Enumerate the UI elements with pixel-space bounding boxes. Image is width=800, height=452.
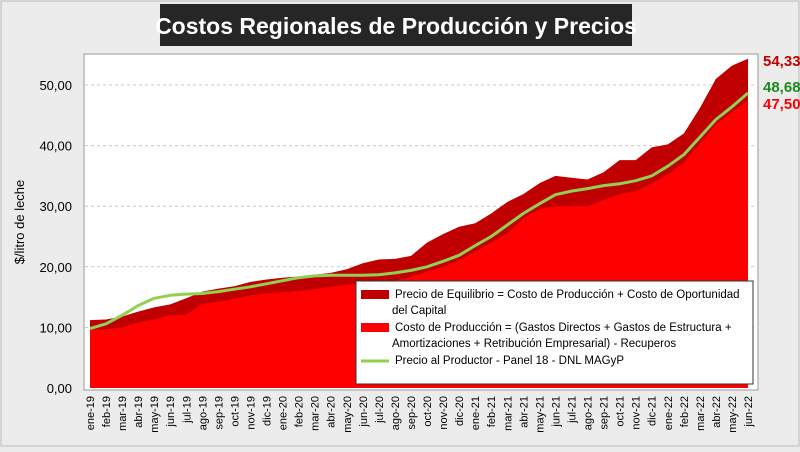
x-tick-label: nov-19 bbox=[245, 396, 257, 430]
x-tick-label: ene-19 bbox=[85, 396, 97, 430]
x-tick-label: nov-20 bbox=[438, 396, 450, 430]
x-tick-label: mar-19 bbox=[117, 396, 129, 431]
y-axis-label: $/litro de leche bbox=[12, 180, 27, 265]
x-tick-label: dic-19 bbox=[262, 396, 274, 426]
legend-swatch-0 bbox=[361, 290, 389, 299]
legend-label: Amortizaciones + Retribución Empresarial… bbox=[392, 338, 676, 350]
x-tick-label: feb-22 bbox=[679, 396, 691, 427]
x-tick-label: sep-19 bbox=[213, 396, 225, 430]
x-tick-label: jul-21 bbox=[566, 396, 578, 424]
x-tick-label: abr-21 bbox=[518, 396, 530, 428]
x-tick-label: abr-19 bbox=[133, 396, 145, 428]
x-tick-label: may-20 bbox=[342, 396, 354, 433]
x-tick-label: feb-19 bbox=[101, 396, 113, 427]
x-tick-label: abr-20 bbox=[326, 396, 338, 428]
legend-label: del Capital bbox=[392, 305, 446, 317]
x-tick-label: ene-22 bbox=[663, 396, 675, 430]
x-tick-label: oct-19 bbox=[229, 396, 241, 427]
y-tick-label: 20,00 bbox=[39, 260, 72, 275]
y-tick-label: 30,00 bbox=[39, 199, 72, 214]
x-tick-label: oct-21 bbox=[615, 396, 627, 427]
end-label-1: 47,50 bbox=[763, 96, 800, 113]
legend: Precio de Equilibrio = Costo de Producci… bbox=[355, 280, 754, 385]
x-axis: ene-19 feb-19 mar-19 abr-19 may-19 jun-19 jul-… bbox=[85, 396, 755, 433]
y-tick-label: 0,00 bbox=[47, 381, 72, 396]
x-tick-label: nov-21 bbox=[631, 396, 643, 430]
x-tick-label: may-22 bbox=[727, 396, 739, 433]
x-tick-label: ene-20 bbox=[278, 396, 290, 430]
x-tick-label: may-19 bbox=[149, 396, 161, 433]
legend-label: Costo de Producción = (Gastos Directos +… bbox=[395, 322, 732, 334]
legend-box bbox=[355, 280, 754, 385]
legend-label: Precio al Productor - Panel 18 - DNL MAG… bbox=[395, 355, 624, 367]
x-tick-label: ago-21 bbox=[583, 396, 595, 430]
x-tick-label: sep-21 bbox=[599, 396, 611, 430]
x-tick-label: mar-20 bbox=[310, 396, 322, 431]
legend-swatch-1 bbox=[361, 323, 389, 332]
x-tick-label: jul-20 bbox=[374, 396, 386, 424]
x-tick-label: jun-22 bbox=[743, 396, 755, 428]
x-tick-label: oct-20 bbox=[422, 396, 434, 427]
x-tick-label: feb-20 bbox=[294, 396, 306, 427]
x-tick-label: dic-21 bbox=[647, 396, 659, 426]
chart-title: Costos Regionales de Producción y Precio… bbox=[155, 13, 637, 39]
x-tick-label: mar-21 bbox=[502, 396, 514, 431]
x-tick-label: jul-19 bbox=[181, 396, 193, 424]
x-tick-label: ene-21 bbox=[470, 396, 482, 430]
end-label-2: 48,68 bbox=[763, 79, 800, 96]
legend-label: Precio de Equilibrio = Costo de Producci… bbox=[395, 289, 740, 301]
x-tick-label: may-21 bbox=[534, 396, 546, 433]
x-tick-label: mar-22 bbox=[695, 396, 707, 431]
series-line-2 bbox=[89, 91, 749, 331]
y-tick-label: 10,00 bbox=[39, 320, 72, 335]
x-tick-label: ago-20 bbox=[390, 396, 402, 430]
y-axis: 0,00 10,00 20,00 30,00 40,00 50,00 bbox=[39, 78, 72, 396]
y-tick-label: 40,00 bbox=[39, 139, 72, 154]
x-tick-label: jun-21 bbox=[550, 396, 562, 428]
x-tick-label: jun-19 bbox=[165, 396, 177, 428]
y-tick-label: 50,00 bbox=[39, 78, 72, 93]
x-tick-label: ago-19 bbox=[197, 396, 209, 430]
x-tick-label: abr-22 bbox=[711, 396, 723, 428]
end-label-0: 54,33 bbox=[763, 53, 800, 70]
x-tick-label: dic-20 bbox=[454, 396, 466, 426]
x-tick-label: jun-20 bbox=[358, 396, 370, 428]
title-box bbox=[160, 4, 632, 46]
x-tick-label: sep-20 bbox=[406, 396, 418, 430]
x-tick-label: feb-21 bbox=[486, 396, 498, 427]
